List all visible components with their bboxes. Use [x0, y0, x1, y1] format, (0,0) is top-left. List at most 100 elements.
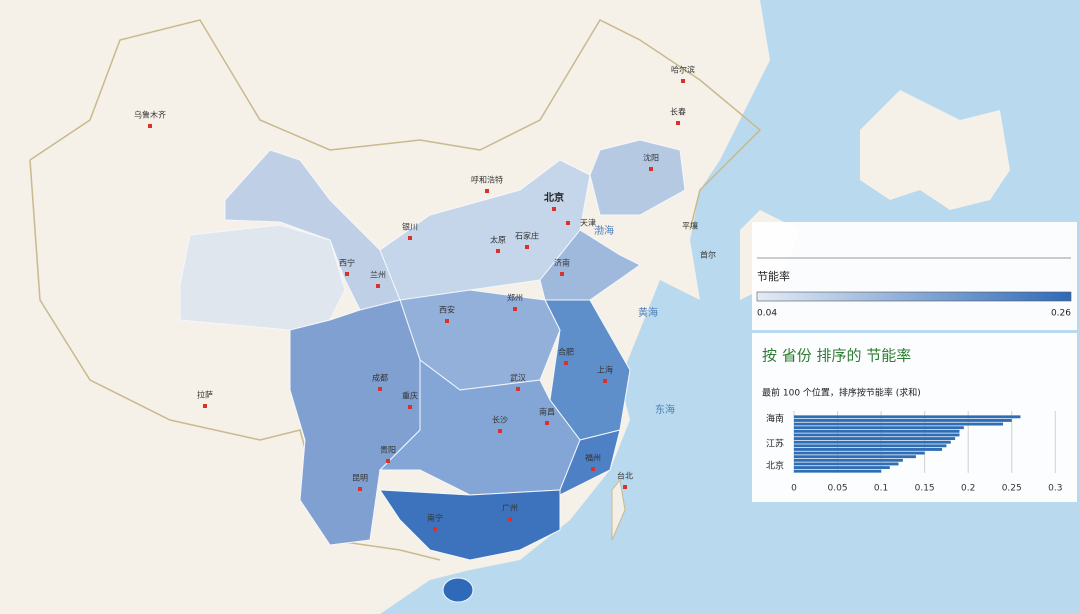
city-dot — [203, 404, 207, 408]
bar — [794, 418, 1012, 422]
x-tick-label: 0 — [791, 484, 797, 494]
x-tick-label: 0.05 — [828, 484, 848, 494]
bar — [794, 455, 916, 459]
city-dot — [386, 459, 390, 463]
province — [589, 139, 686, 216]
city-label: 长春 — [670, 107, 686, 117]
y-tick-label: 海南 — [766, 412, 784, 424]
island — [611, 478, 626, 541]
bar — [794, 440, 951, 444]
sea-label: 渤海 — [594, 224, 614, 237]
city-label: 首尔 — [700, 250, 716, 260]
city-dot — [408, 405, 412, 409]
bar — [794, 466, 890, 470]
province — [379, 489, 561, 561]
city-label: 福州 — [585, 454, 601, 463]
city-dot — [376, 284, 380, 288]
chart-subtitle: 最前 100 个位置，排序按节能率 (求和) — [762, 387, 921, 399]
city-dot — [445, 319, 449, 323]
city-dot — [552, 207, 556, 211]
city-label: 南昌 — [539, 407, 555, 417]
bar — [794, 469, 882, 473]
city-label: 上海 — [597, 365, 613, 375]
city-label: 南宁 — [427, 513, 443, 523]
bar — [794, 415, 1021, 419]
x-tick-label: 0.3 — [1048, 484, 1062, 494]
bar — [794, 462, 899, 466]
city-dot — [498, 429, 502, 433]
city-label: 台北 — [617, 471, 633, 481]
bar — [794, 429, 960, 433]
city-dot — [560, 272, 564, 276]
city-dot — [676, 121, 680, 125]
city-dot — [345, 272, 349, 276]
city-label: 郑州 — [507, 293, 523, 303]
city-dot — [545, 421, 549, 425]
y-tick-label: 北京 — [766, 459, 784, 471]
city-label: 西宁 — [339, 258, 355, 268]
province — [179, 224, 346, 331]
legend-min: 0.04 — [757, 309, 777, 319]
city-label: 贵阳 — [380, 445, 396, 455]
city-label: 昆明 — [352, 474, 368, 483]
city-label: 北京 — [544, 191, 564, 204]
bar — [794, 444, 947, 448]
city-label: 太原 — [490, 235, 506, 245]
bar — [794, 447, 943, 451]
chart-title: 按 省份 排序的 节能率 — [762, 347, 911, 365]
bar — [794, 451, 925, 455]
city-label: 兰州 — [370, 270, 386, 280]
city-label: 成都 — [372, 373, 388, 383]
city-label: 平壤 — [682, 221, 698, 231]
cities: 乌鲁木齐 哈尔滨 长春 沈阳 北京 天津 呼和浩特 银川 太原 石家庄 济南 西… — [134, 65, 716, 531]
province — [442, 577, 474, 603]
city-label: 乌鲁木齐 — [134, 110, 166, 120]
city-label: 济南 — [554, 258, 570, 268]
legend-max: 0.26 — [1051, 309, 1071, 319]
city-label: 重庆 — [402, 391, 418, 401]
city-label: 拉萨 — [197, 390, 213, 400]
city-dot — [485, 189, 489, 193]
city-dot — [623, 485, 627, 489]
city-dot — [681, 79, 685, 83]
city-dot — [408, 236, 412, 240]
city-label: 哈尔滨 — [671, 65, 695, 75]
city-dot — [358, 487, 362, 491]
city-label: 广州 — [502, 503, 518, 513]
city-label: 天津 — [580, 218, 596, 228]
city-dot — [508, 517, 512, 521]
x-tick-label: 0.25 — [1002, 484, 1022, 494]
province — [559, 429, 621, 496]
bar — [794, 437, 956, 441]
city-dot — [566, 221, 570, 225]
city-label: 西安 — [439, 305, 455, 315]
bar — [794, 433, 960, 437]
city-label: 长沙 — [492, 415, 508, 425]
city-dot — [148, 124, 152, 128]
city-dot — [649, 167, 653, 171]
y-tick-label: 江苏 — [766, 438, 784, 450]
x-tick-label: 0.1 — [874, 484, 888, 494]
border — [29, 19, 762, 561]
bar — [794, 458, 903, 462]
city-dot — [513, 307, 517, 311]
legend-panel — [752, 222, 1077, 330]
city-dot — [516, 387, 520, 391]
bar — [794, 426, 964, 430]
city-label: 沈阳 — [643, 153, 659, 163]
x-tick-label: 0.2 — [961, 484, 975, 494]
land — [860, 90, 1010, 210]
city-label: 合肥 — [558, 347, 574, 357]
city-dot — [378, 387, 382, 391]
city-label: 武汉 — [510, 373, 526, 383]
sea-label: 黄海 — [638, 306, 658, 319]
x-tick-label: 0.15 — [915, 484, 935, 494]
city-dot — [496, 249, 500, 253]
provinces — [179, 139, 686, 603]
city-dot — [564, 361, 568, 365]
city-dot — [591, 467, 595, 471]
city-label: 石家庄 — [515, 231, 539, 241]
city-dot — [525, 245, 529, 249]
